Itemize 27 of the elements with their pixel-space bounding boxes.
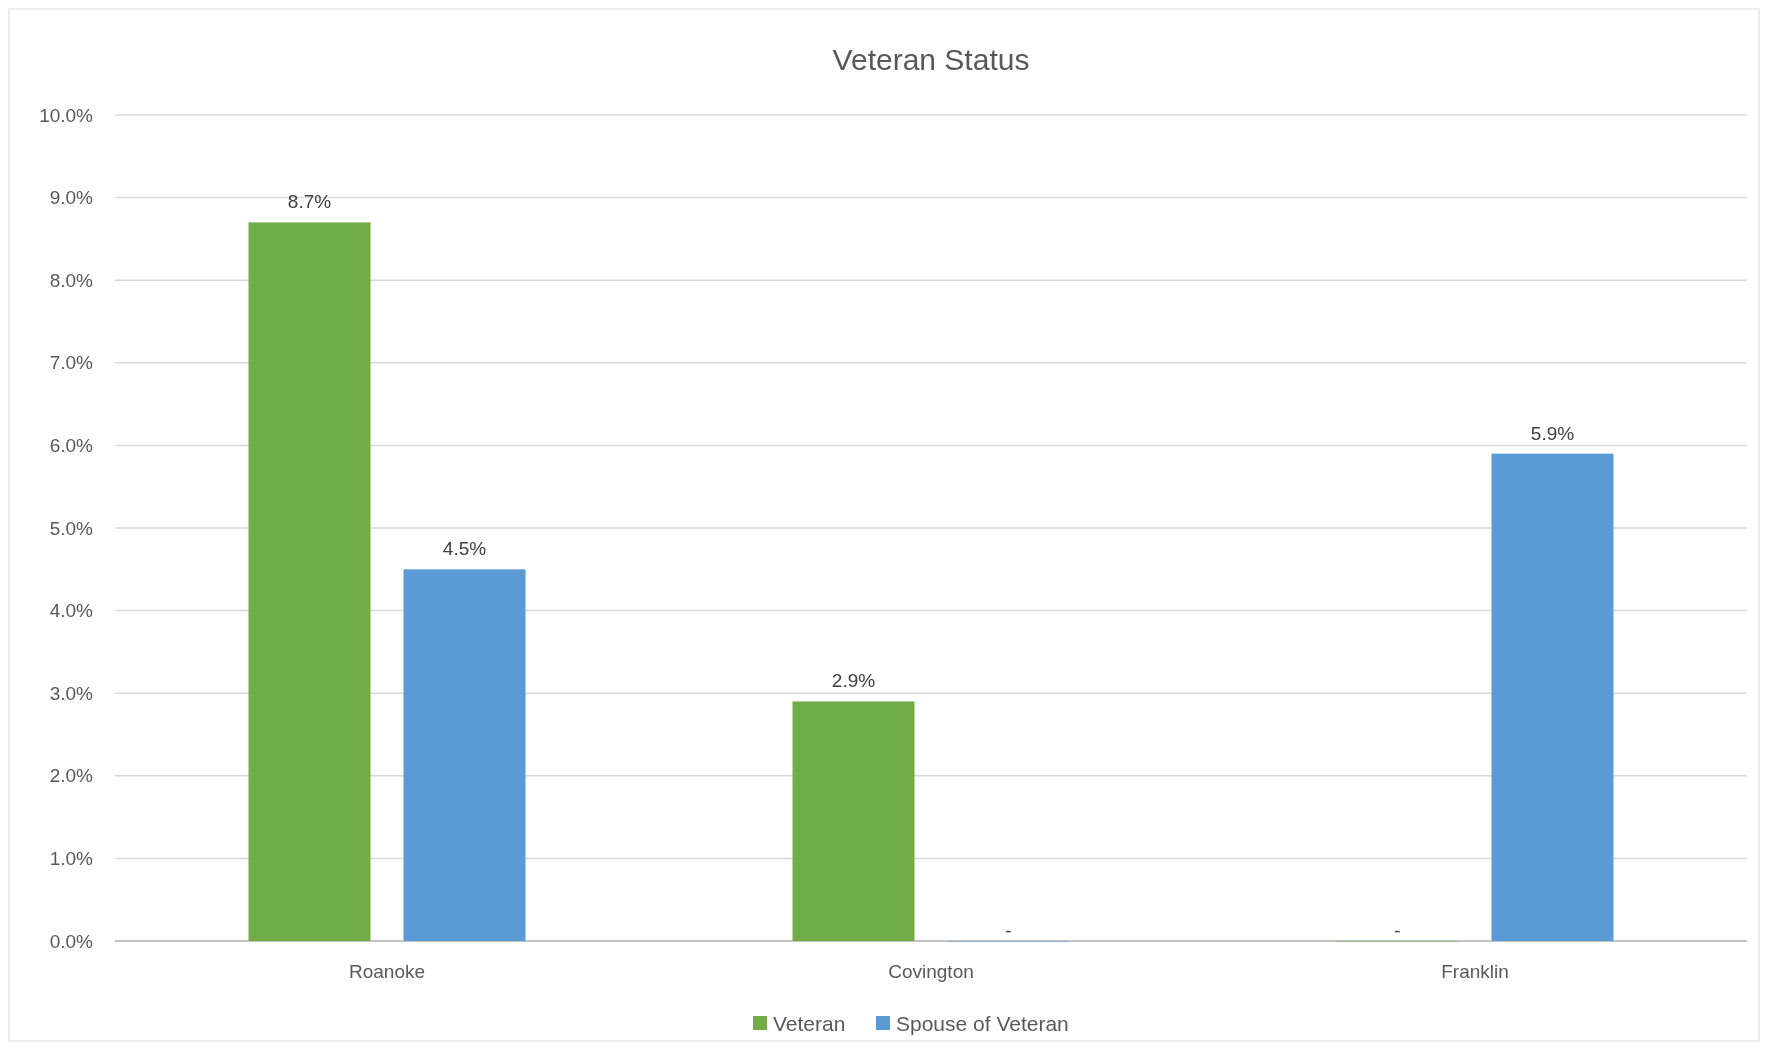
y-tick-label: 1.0% (49, 848, 94, 870)
y-tick-label: 4.0% (49, 600, 94, 622)
legend-label: Spouse of Veteran (896, 1012, 1069, 1036)
chart-title: Veteran Status (832, 43, 1030, 76)
y-tick-label: 2.0% (49, 765, 94, 787)
x-tick-label: Franklin (1441, 961, 1509, 982)
y-tick-label: 3.0% (49, 682, 94, 704)
y-tick-label: 0.0% (49, 930, 94, 952)
y-tick-label: 10.0% (39, 104, 94, 126)
data-label: 4.5% (442, 538, 487, 560)
bar (792, 701, 915, 941)
data-label: 5.9% (1530, 422, 1575, 444)
data-label: - (1005, 920, 1012, 941)
data-label: 8.7% (287, 191, 332, 213)
legend-label: Veteran (773, 1012, 846, 1036)
x-tick-label: Roanoke (348, 961, 426, 982)
bar (1491, 453, 1614, 941)
y-tick-label: 7.0% (49, 352, 94, 374)
bar (403, 569, 526, 941)
bar (248, 222, 371, 941)
y-tick-label: 8.0% (49, 269, 94, 291)
y-tick-label: 6.0% (49, 435, 94, 457)
y-tick-label: 5.0% (49, 517, 94, 539)
data-label: 2.9% (831, 670, 876, 692)
x-tick-label: Covington (888, 961, 974, 982)
data-label: - (1394, 920, 1401, 941)
y-tick-label: 9.0% (49, 187, 94, 209)
